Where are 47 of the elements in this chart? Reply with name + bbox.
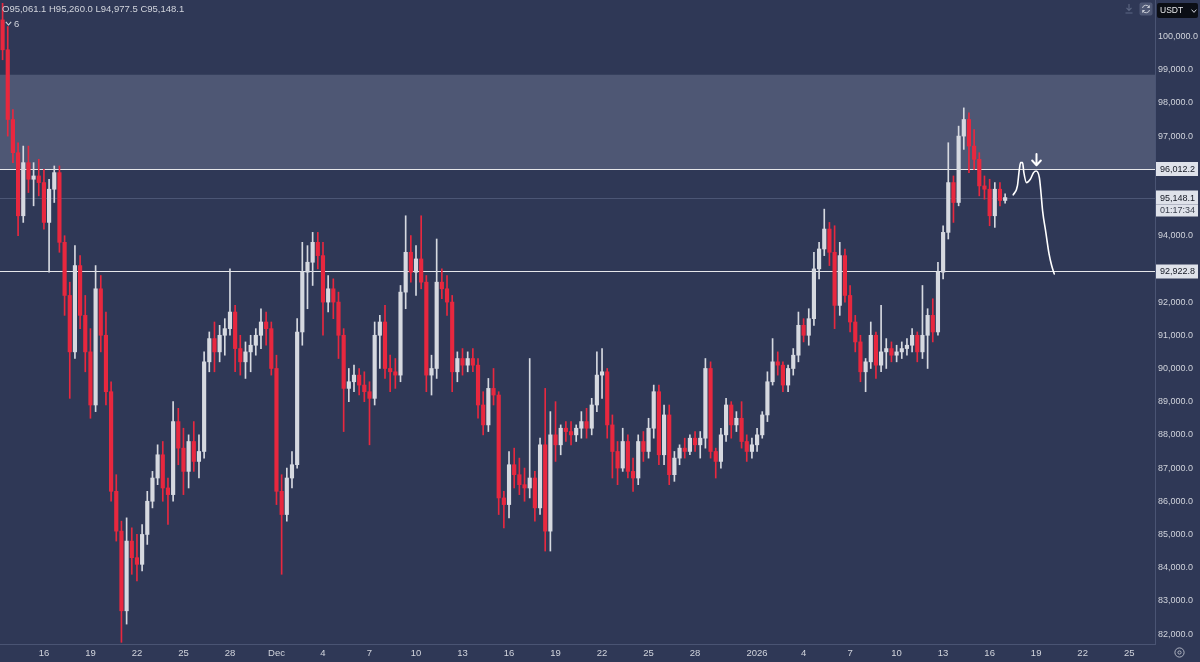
y-axis-title: USDT — [1157, 3, 1198, 18]
y-tick-label: 85,000.0 — [1158, 528, 1194, 539]
x-tick-label: 19 — [85, 647, 96, 659]
y-tick-label: 90,000.0 — [1158, 362, 1194, 373]
y-tick-label: 86,000.0 — [1158, 495, 1194, 506]
y-tick-label: 89,000.0 — [1158, 396, 1194, 407]
x-tick-label: 16 — [503, 647, 515, 659]
x-tick-label: 28 — [224, 647, 236, 659]
x-tick-label: 13 — [937, 647, 949, 659]
annotation: 6 — [14, 18, 20, 29]
y-tick-label: 99,000.0 — [1158, 64, 1194, 75]
annotation: 01:17:34 — [1160, 205, 1196, 216]
x-tick-label: 16 — [38, 647, 50, 659]
x-tick-label: 7 — [847, 647, 853, 659]
x-tick-label: 4 — [320, 647, 326, 659]
ref-line-label: 95,148.1 — [1160, 192, 1196, 203]
x-tick-label: 4 — [800, 647, 807, 659]
x-tick-label: 13 — [457, 647, 468, 659]
x-tick-label: 25 — [643, 647, 654, 659]
ref-line-label: 96,012.2 — [1160, 163, 1196, 174]
y-tick-label: 82,000.0 — [1158, 628, 1194, 639]
x-tick-label: 28 — [689, 647, 701, 659]
y-tick-label: 92,000.0 — [1158, 296, 1194, 307]
x-tick-label: 7 — [366, 647, 373, 659]
y-tick-label: 91,000.0 — [1158, 329, 1194, 340]
y-tick-label: 84,000.0 — [1158, 562, 1194, 573]
x-tick-label: 22 — [596, 647, 608, 659]
x-tick-label: 25 — [178, 647, 189, 659]
y-tick-label: 87,000.0 — [1158, 462, 1194, 473]
ref-line-label: 92,922.8 — [1160, 266, 1196, 277]
y-tick-label: 83,000.0 — [1158, 595, 1194, 606]
x-tick-label: 22 — [131, 647, 143, 659]
y-tick-label: 94,000.0 — [1158, 230, 1194, 241]
x-tick-label: 2026 — [746, 647, 768, 659]
x-tick-label: 10 — [410, 647, 422, 659]
y-tick-label: 100,000.0 — [1158, 31, 1199, 41]
x-tick-label: 19 — [1030, 647, 1042, 659]
x-tick-label: 10 — [891, 647, 902, 659]
x-tick-label: 22 — [1077, 647, 1088, 659]
x-tick-label: 25 — [1123, 647, 1135, 659]
x-tick-label: Dec — [268, 647, 286, 659]
x-tick-label: 19 — [550, 647, 561, 659]
y-tick-label: 97,000.0 — [1158, 130, 1194, 141]
x-tick-label: 16 — [984, 647, 995, 659]
line-series — [1012, 161, 1056, 275]
y-tick-label: 88,000.0 — [1158, 429, 1194, 440]
y-tick-label: 98,000.0 — [1158, 97, 1194, 108]
